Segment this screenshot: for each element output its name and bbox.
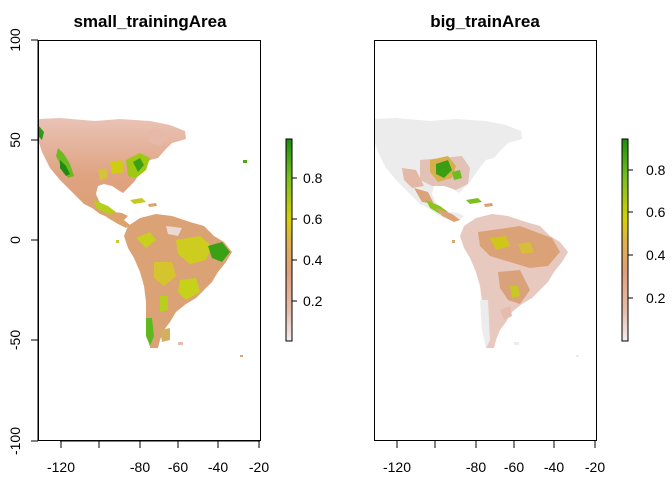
axes-big [374, 40, 597, 448]
island [240, 355, 243, 357]
raster-layer-small [38, 118, 247, 357]
low-suitability-patch [480, 300, 490, 348]
low-suitability-patch [500, 306, 512, 320]
x-tick-label: -20 [585, 459, 605, 475]
central-america [436, 208, 460, 222]
galapagos-islands [116, 240, 119, 243]
high-suitability-patch [60, 160, 70, 176]
island [576, 355, 579, 357]
x-tick-label: -80 [466, 459, 486, 475]
mid-suitability-patch [414, 188, 434, 204]
colorbar-label: 0.6 [303, 211, 323, 227]
map-title: big_trainArea [430, 12, 540, 31]
caribbean-islands [130, 198, 146, 204]
colorbar-ramp [285, 138, 293, 342]
mid-suitability-patch [110, 160, 124, 174]
plot-frame [374, 40, 597, 441]
y-tick-label: 0 [7, 236, 23, 244]
x-tick-label: -120 [383, 459, 411, 475]
map-title: small_trainingArea [73, 12, 227, 31]
high-suitability-patch [436, 160, 452, 178]
mid-suitability-patch [136, 232, 156, 248]
x-tick-labels-small: -120 -80 -60 -40 -20 [47, 459, 269, 475]
raster-layer-big [374, 118, 579, 357]
caribbean-islands [148, 203, 157, 207]
mid-suitability-patch [94, 200, 116, 214]
y-tick-label: -100 [7, 427, 23, 455]
colorbar-label: 0.8 [646, 162, 666, 178]
low-suitability-patch [402, 168, 424, 188]
colorbar-label: 0.2 [646, 290, 666, 306]
x-tick-label: -80 [130, 459, 150, 475]
x-tick-labels-big: -120 -80 -60 -40 -20 [383, 459, 605, 475]
island [514, 342, 519, 345]
map-panel-small: small_trainingArea [7, 12, 323, 475]
low-suitability-patch [148, 128, 168, 146]
y-tick-label: 100 [7, 28, 23, 52]
island [178, 342, 183, 345]
high-suitability-patch [208, 242, 230, 262]
x-tick-label: -40 [544, 459, 564, 475]
x-tick-label: -20 [249, 459, 269, 475]
x-tick-label: -60 [168, 459, 188, 475]
mid-suitability-patch [98, 168, 108, 180]
mid-suitability-patch [176, 236, 212, 264]
mid-suitability-patch [178, 278, 200, 300]
mid-suitability-patch [478, 226, 560, 268]
colorbar-big: 0.8 0.6 0.4 0.2 [621, 138, 666, 342]
mid-suitability-patch [510, 286, 520, 298]
high-suitability-patch [146, 318, 154, 346]
high-suitability-patch [38, 125, 44, 140]
colorbar-ramp [621, 138, 629, 342]
colorbar-label: 0.6 [646, 204, 666, 220]
map-panel-big: big_trainArea [374, 12, 666, 475]
high-suitability-patch [133, 158, 144, 172]
y-tick-label: 50 [7, 132, 23, 148]
high-suitability-patch [56, 148, 74, 178]
plot-frame [38, 40, 261, 441]
mid-suitability-patch [160, 296, 168, 312]
colorbar-label: 0.8 [303, 170, 323, 186]
y-tick-labels-small: 100 50 0 -50 -100 [7, 28, 23, 455]
axes-small [31, 39, 261, 448]
mid-suitability-patch [518, 242, 534, 254]
mid-suitability-patch [154, 262, 176, 286]
x-tick-label: -40 [208, 459, 228, 475]
colorbar-small: 0.8 0.6 0.4 0.2 [285, 138, 323, 342]
x-tick-label: -60 [504, 459, 524, 475]
mid-suitability-patch [160, 328, 170, 342]
colorbar-label: 0.4 [303, 252, 323, 268]
mid-suitability-patch [490, 236, 510, 250]
colorbar-label: 0.2 [303, 293, 323, 309]
galapagos-islands [452, 240, 455, 243]
caribbean-islands [466, 198, 482, 204]
y-tick-label: -50 [7, 330, 23, 350]
colorbar-label: 0.4 [646, 247, 666, 263]
low-suitability-patch [166, 226, 182, 236]
x-tick-label: -120 [47, 459, 75, 475]
high-suitability-patch [452, 170, 462, 180]
atlantic-island [243, 160, 247, 163]
caribbean-islands [484, 203, 493, 207]
